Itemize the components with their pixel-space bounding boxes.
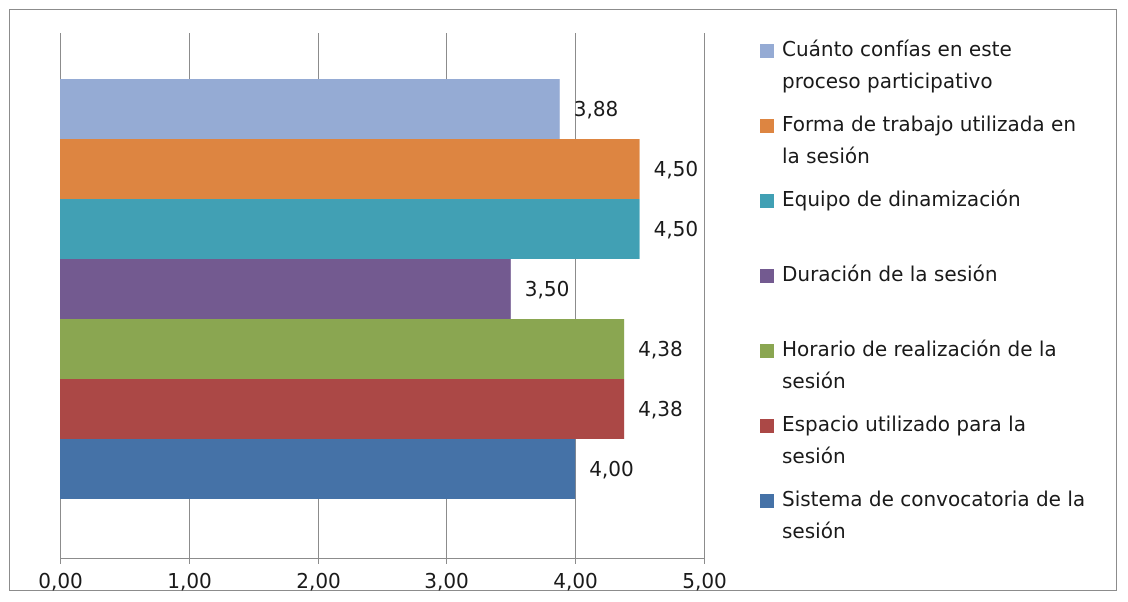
legend-item-label: Duración de la sesión — [782, 262, 998, 286]
x-tick-label: 5,00 — [682, 569, 727, 593]
legend-swatch — [760, 494, 774, 508]
x-tick-labels: 0,00 1,00 2,00 3,00 4,00 5,00 — [38, 569, 727, 593]
legend-swatch — [760, 119, 774, 133]
legend-item-label: Sistema de convocatoria de la sesión — [782, 487, 1085, 543]
data-labels: 3,88 4,50 4,50 3,50 4,38 4,38 4,00 — [525, 97, 698, 481]
legend-swatch — [760, 419, 774, 433]
legend-swatch — [760, 44, 774, 58]
bar — [60, 319, 625, 379]
data-label: 4,50 — [654, 217, 699, 241]
legend-swatch — [760, 194, 774, 208]
axes — [60, 558, 705, 564]
data-label: 4,38 — [638, 337, 683, 361]
data-label: 3,88 — [574, 97, 619, 121]
x-tick-label: 4,00 — [553, 569, 598, 593]
bar — [60, 79, 560, 139]
legend-swatch — [760, 344, 774, 358]
legend-item-label: Cuánto confías en este proceso participat… — [782, 37, 1012, 93]
x-tick-label: 3,00 — [424, 569, 469, 593]
data-label: 4,50 — [654, 157, 699, 181]
bar — [60, 259, 511, 319]
x-tick-label: 2,00 — [296, 569, 341, 593]
legend-item-label: Horario de realización de la sesión — [782, 337, 1057, 393]
bar — [60, 379, 625, 439]
bars — [60, 79, 640, 499]
legend-item-label: Forma de trabajo utilizada en la sesión — [782, 112, 1076, 168]
bar — [60, 139, 640, 199]
data-label: 4,00 — [589, 457, 634, 481]
bar — [60, 439, 576, 499]
data-label: 3,50 — [525, 277, 570, 301]
legend-swatch — [760, 269, 774, 283]
data-label: 4,38 — [638, 397, 683, 421]
x-tick-label: 1,00 — [167, 569, 212, 593]
legend-item-label: Equipo de dinamización — [782, 187, 1021, 211]
legend-item-label: Espacio utilizado para la sesión — [782, 412, 1026, 468]
bar — [60, 199, 640, 259]
x-tick-label: 0,00 — [38, 569, 83, 593]
legend: Cuánto confías en este proceso participat… — [760, 37, 1085, 543]
